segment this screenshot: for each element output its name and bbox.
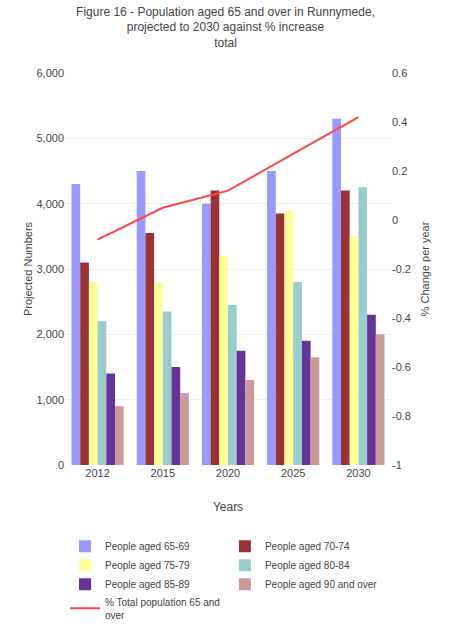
svg-text:People aged 70-74: People aged 70-74 xyxy=(265,541,350,552)
svg-text:People aged 80-84: People aged 80-84 xyxy=(265,560,350,571)
svg-text:Projected Numbers: Projected Numbers xyxy=(22,221,34,316)
svg-text:People aged 65-69: People aged 65-69 xyxy=(105,541,190,552)
svg-text:-0.6: -0.6 xyxy=(392,361,411,373)
svg-text:2,000: 2,000 xyxy=(36,328,64,340)
svg-text:People aged 90 and over: People aged 90 and over xyxy=(265,579,377,590)
svg-text:People aged 75-79: People aged 75-79 xyxy=(105,560,190,571)
svg-text:2025: 2025 xyxy=(281,467,305,479)
svg-text:2020: 2020 xyxy=(216,467,240,479)
svg-text:2015: 2015 xyxy=(151,467,175,479)
svg-text:0.4: 0.4 xyxy=(392,116,407,128)
svg-text:2030: 2030 xyxy=(346,467,370,479)
svg-text:-0.4: -0.4 xyxy=(392,312,411,324)
svg-text:Figure 16 - Population aged 65: Figure 16 - Population aged 65 and over … xyxy=(76,5,375,50)
svg-text:0: 0 xyxy=(392,214,398,226)
svg-text:% Change per year: % Change per year xyxy=(419,221,431,316)
svg-text:6,000: 6,000 xyxy=(36,67,64,79)
svg-text:% Total population 65 andover: % Total population 65 andover xyxy=(105,597,220,621)
svg-text:4,000: 4,000 xyxy=(36,198,64,210)
svg-text:Years: Years xyxy=(213,500,243,514)
svg-text:0: 0 xyxy=(58,459,64,471)
svg-text:5,000: 5,000 xyxy=(36,132,64,144)
svg-text:0.6: 0.6 xyxy=(392,67,407,79)
svg-text:2012: 2012 xyxy=(85,467,109,479)
svg-text:1,000: 1,000 xyxy=(36,394,64,406)
svg-text:0.2: 0.2 xyxy=(392,165,407,177)
svg-text:3,000: 3,000 xyxy=(36,263,64,275)
svg-text:-0.2: -0.2 xyxy=(392,263,411,275)
svg-text:-0.8: -0.8 xyxy=(392,410,411,422)
svg-text:People aged 85-89: People aged 85-89 xyxy=(105,579,190,590)
svg-text:-1: -1 xyxy=(392,459,402,471)
